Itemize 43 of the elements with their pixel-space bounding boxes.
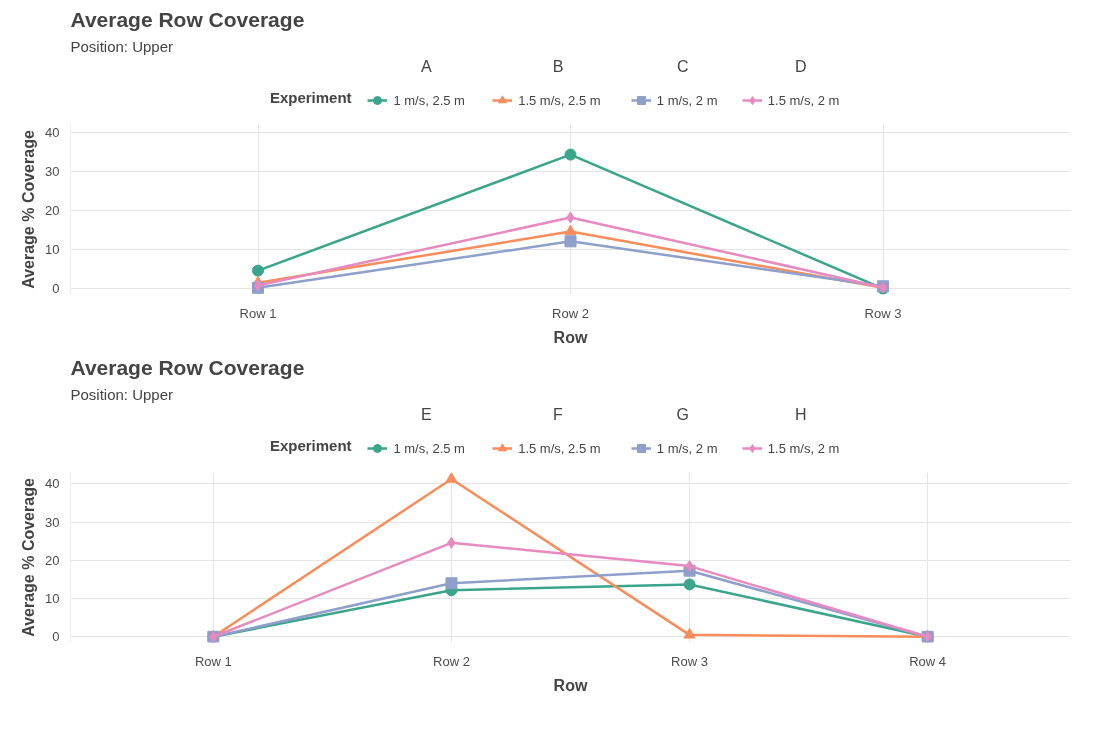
y-tick-label: 40 [45,124,60,140]
x-tick-label: Row 4 [909,653,947,669]
y-tick-label: 10 [45,591,60,607]
legend-label: 1.5 m/s, 2 m [767,440,840,456]
x-tick-label: Row 1 [239,305,277,321]
y-axis-title: Average % Coverage [20,130,38,289]
x-axis-title: Row [553,676,588,694]
y-tick-label: 30 [45,163,60,179]
x-tick-label: Row 3 [671,653,708,669]
legend-label: 1 m/s, 2 m [656,440,718,456]
text: H [794,406,807,424]
y-tick-label: 20 [45,552,60,568]
y-tick-label: 30 [45,514,60,530]
y-axis-title: Average % Coverage [20,478,38,637]
y-tick-label: 0 [52,629,60,645]
legend-label: 1.5 m/s, 2.5 m [518,440,601,456]
text: B [552,58,564,76]
legend-label: 1.5 m/s, 2 m [767,92,840,108]
text: A [420,58,432,76]
chart-title: Average Row Coverage [70,355,305,379]
legend-label: 1 m/s, 2.5 m [393,440,465,456]
legend-label: 1.5 m/s, 2.5 m [518,92,601,108]
legend-label: 1 m/s, 2.5 m [393,92,465,108]
y-tick-label: 0 [52,281,60,297]
y-tick-label: 10 [45,242,60,258]
y-tick-label: 20 [45,202,60,218]
legend-title: Experiment [269,437,352,455]
legend-label: 1 m/s, 2 m [656,92,718,108]
text: E [420,406,432,424]
text: D [794,58,807,76]
chart-title: Average Row Coverage [70,7,305,31]
text: C [677,58,689,76]
x-tick-label: Row 1 [194,653,232,669]
y-tick-label: 40 [45,476,60,492]
legend-title: Experiment [269,89,352,107]
text: G [676,406,690,424]
x-tick-label: Row 2 [552,305,589,321]
chart-subtitle: Position: Upper [70,385,174,403]
text: F [553,406,564,424]
x-tick-label: Row 2 [433,653,470,669]
chart-subtitle: Position: Upper [70,37,174,55]
x-tick-label: Row 3 [864,305,902,321]
x-axis-title: Row [553,328,588,346]
